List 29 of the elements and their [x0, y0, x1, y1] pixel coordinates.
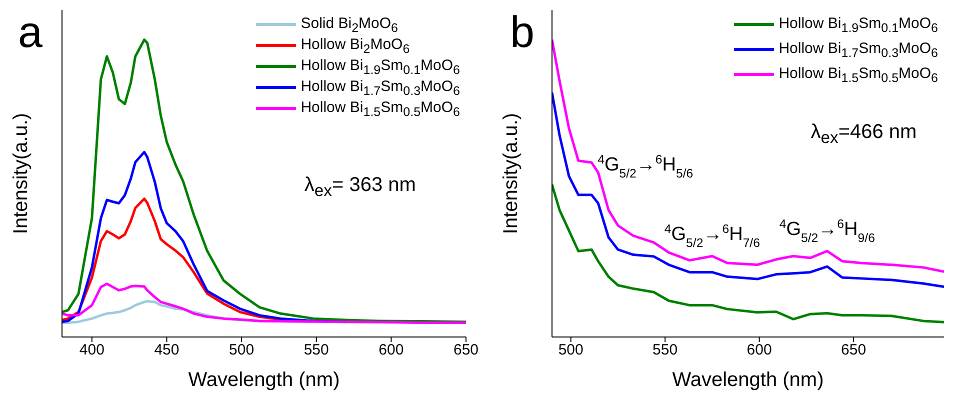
legend-label: Hollow Bi$_{1.9}$Sm$_{0.1}$MoO$_{6}$ — [778, 14, 938, 34]
x-tick-label: 500 — [558, 342, 584, 359]
annotation: $^{4}$G$_{5/2}$→$^{6}$H$_{7/6}$ — [664, 222, 760, 250]
annotation: $^{4}$G$_{5/2}$→$^{6}$H$_{9/6}$ — [779, 217, 876, 246]
annotation: λ$_{ex}$=466 nm — [810, 121, 917, 148]
y-axis-title: Intensity(a.u.) — [10, 112, 32, 234]
x-tick-label: 550 — [652, 342, 678, 359]
legend-label: Hollow Bi$_{1.5}$Sm$_{0.5}$MoO$_{6}$ — [300, 98, 460, 118]
x-tick-label: 600 — [378, 342, 404, 359]
x-tick-label: 400 — [79, 342, 104, 359]
x-tick-label: 650 — [453, 342, 479, 359]
legend-label: Hollow Bi$_{1.7}$Sm$_{0.3}$MoO$_{6}$ — [778, 40, 938, 60]
x-tick-label: 600 — [746, 342, 772, 359]
x-axis-title: Wavelength (nm) — [672, 369, 824, 391]
x-tick-label: 650 — [841, 342, 866, 359]
chart-title: a — [18, 8, 42, 58]
x-tick-label: 500 — [229, 342, 254, 359]
legend-label: Solid Bi$_{2}$MoO$_{6}$ — [300, 14, 398, 34]
x-tick-label: 450 — [154, 342, 180, 359]
annotation: $^{4}$G$_{5/2}$→$^{6}$H$_{5/6}$ — [598, 152, 694, 180]
y-axis-title: Intensity(a.u.) — [500, 112, 522, 234]
legend-label: Hollow Bi$_{1.5}$Sm$_{0.5}$MoO$_{6}$ — [778, 64, 938, 84]
x-tick-label: 550 — [304, 342, 329, 359]
chart-title: b — [510, 8, 534, 58]
legend-label: Hollow Bi$_{1.7}$Sm$_{0.3}$MoO$_{6}$ — [300, 78, 460, 98]
annotation: λ$_{ex}$= 363 nm — [304, 174, 416, 200]
legend-label: Hollow Bi$_{2}$MoO$_{6}$ — [300, 36, 410, 56]
x-axis-title: Wavelength (nm) — [188, 369, 340, 391]
legend-label: Hollow Bi$_{1.9}$Sm$_{0.1}$MoO$_{6}$ — [300, 56, 460, 76]
